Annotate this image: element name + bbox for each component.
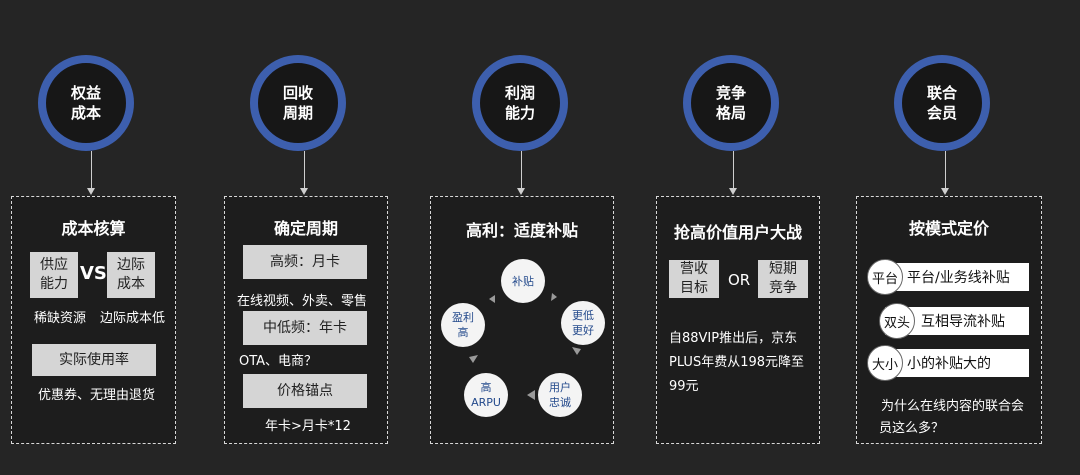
card-title: 成本核算 bbox=[61, 219, 126, 238]
circle-label: 回收 周期 bbox=[282, 84, 313, 122]
question-line-2: 员这么多？ bbox=[879, 421, 945, 436]
low-frequency-bar: 中低频：年卡 bbox=[243, 311, 367, 345]
high-frequency-note: 在线视频、外卖、零售 bbox=[237, 294, 368, 309]
cycle-arrow-2 bbox=[572, 347, 581, 355]
note-scarce: 稀缺资源 bbox=[34, 311, 87, 326]
usage-rate-bar: 实际使用率 bbox=[32, 344, 156, 376]
dual-tag: 双头 bbox=[879, 303, 915, 339]
down-arrow bbox=[941, 151, 949, 195]
marginal-cost-box: 边际 成本 bbox=[107, 252, 155, 298]
cycle-arrow-5 bbox=[489, 295, 495, 303]
cycle-arrows bbox=[469, 293, 581, 400]
price-anchor-note: 年卡>月卡*12 bbox=[265, 419, 351, 434]
size-row: 小的补贴大的 bbox=[885, 349, 1029, 377]
cycle-node-loyalty: 用户 忠诚 bbox=[538, 373, 582, 417]
high-frequency-bar: 高频：月卡 bbox=[243, 245, 367, 279]
note-low-marginal: 边际成本低 bbox=[100, 311, 166, 326]
circle-profit-ability: 利润 能力 bbox=[472, 55, 568, 151]
cycle-node-arpu: 高 ARPU bbox=[464, 373, 508, 417]
down-arrow bbox=[517, 151, 525, 195]
or-label: OR bbox=[728, 271, 751, 289]
cycle-node-profit: 盈利 高 bbox=[441, 303, 485, 347]
size-tag: 大小 bbox=[867, 345, 903, 381]
card-high-value-users: 抢高价值用户大战 营收 目标 OR 短期 竞争 自88VIP推出后，京东 PLU… bbox=[656, 196, 820, 444]
short-term-competition-box: 短期 竞争 bbox=[758, 260, 808, 298]
card-title: 抢高价值用户大战 bbox=[673, 223, 802, 242]
price-anchor-bar: 价格锚点 bbox=[243, 374, 367, 408]
card-cost-accounting: 成本核算 供应 能力 VS 边际 成本 稀缺资源 边际成本低 实际使用率 优惠券… bbox=[11, 196, 176, 444]
supply-capacity-box: 供应 能力 bbox=[30, 252, 78, 298]
revenue-target-box: 营收 目标 bbox=[669, 260, 719, 298]
question-line-1: 为什么在线内容的联合会 bbox=[881, 399, 1025, 414]
circle-label: 权益 成本 bbox=[70, 84, 101, 122]
down-arrow bbox=[300, 151, 308, 195]
card-title: 高利：适度补贴 bbox=[465, 221, 578, 240]
circle-joint-membership: 联合 会员 bbox=[894, 55, 990, 151]
card-pricing-model: 按模式定价 平台/业务线补贴 平台 互相导流补贴 双头 小的补贴大的 大小 为什… bbox=[856, 196, 1042, 444]
paragraph-line-1: 自88VIP推出后，京东 bbox=[669, 331, 798, 346]
low-frequency-note: OTA、电商？ bbox=[239, 354, 318, 369]
down-arrow bbox=[729, 151, 737, 195]
card-title: 确定周期 bbox=[273, 219, 338, 238]
down-arrow bbox=[87, 151, 95, 195]
circle-competition: 竞争 格局 bbox=[683, 55, 779, 151]
card-subsidy: 高利：适度补贴 补贴 更低 更好 用户 忠诚 高 ARPU 盈利 高 bbox=[430, 196, 614, 444]
vs-label: VS bbox=[80, 263, 107, 284]
circle-payback-period: 回收 周期 bbox=[250, 55, 346, 151]
platform-row: 平台/业务线补贴 bbox=[885, 263, 1029, 291]
card-period: 确定周期 高频：月卡 在线视频、外卖、零售 中低频：年卡 OTA、电商？ 价格锚… bbox=[224, 196, 388, 444]
circle-label: 竞争 格局 bbox=[715, 84, 746, 122]
cycle-node-cheaper: 更低 更好 bbox=[561, 301, 605, 345]
card-title: 按模式定价 bbox=[908, 219, 989, 238]
circle-label: 利润 能力 bbox=[504, 84, 535, 122]
cycle-node-subsidy: 补贴 bbox=[501, 259, 545, 303]
usage-rate-note: 优惠券、无理由退货 bbox=[38, 388, 156, 403]
cycle-arrow-3 bbox=[527, 390, 535, 400]
circle-equity-cost: 权益 成本 bbox=[38, 55, 134, 151]
circle-label: 联合 会员 bbox=[926, 84, 957, 122]
paragraph-line-2: PLUS年费从198元降至 bbox=[669, 355, 805, 370]
cycle-arrow-1 bbox=[551, 293, 557, 301]
platform-tag: 平台 bbox=[867, 259, 903, 295]
cycle-arrow-4 bbox=[469, 355, 478, 363]
paragraph-line-3: 99元 bbox=[669, 379, 699, 394]
